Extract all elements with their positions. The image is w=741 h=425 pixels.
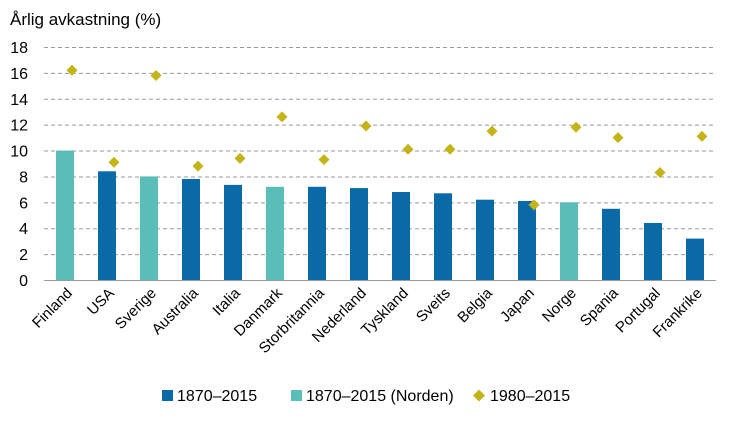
y-tick-label-0: 0 — [19, 273, 28, 290]
marker-nederland — [360, 120, 372, 132]
legend-swatch-1870-2015-norden — [291, 390, 302, 401]
bar-belgia — [476, 199, 494, 280]
marker-spania — [612, 132, 624, 144]
bar-japan — [518, 201, 536, 280]
marker-usa — [108, 156, 120, 168]
bars-1870-2015 — [56, 150, 704, 280]
bar-australia — [182, 179, 200, 280]
bar-danmark — [266, 186, 284, 280]
legend-label-1980-2015: 1980–2015 — [490, 388, 570, 405]
x-category-label-norge: Norge — [539, 285, 580, 326]
marker-belgia — [486, 125, 498, 137]
chart-title: Årlig avkastning (%) — [10, 10, 161, 29]
marker-sveits — [444, 143, 456, 155]
marker-tyskland — [402, 143, 414, 155]
legend: 1870–2015 1870–2015 (Norden) 1980–2015 — [162, 388, 570, 405]
bar-frankrike — [686, 238, 704, 280]
bar-italia — [224, 184, 242, 280]
markers-1980-2015 — [66, 64, 708, 211]
bar-spania — [602, 208, 620, 280]
x-category-label-japan: Japan — [497, 285, 538, 326]
bar-nederland — [350, 188, 368, 280]
y-tick-label-6: 6 — [19, 195, 28, 212]
marker-japan — [528, 199, 540, 211]
x-category-label-australia: Australia — [149, 284, 203, 338]
marker-finland — [66, 64, 78, 76]
legend-label-1870-2015: 1870–2015 — [177, 388, 257, 405]
y-tick-label-16: 16 — [10, 66, 28, 83]
x-category-label-usa: USA — [84, 285, 118, 319]
marker-italia — [234, 152, 246, 164]
bar-usa — [98, 171, 116, 280]
legend-marker-1980-2015 — [473, 389, 485, 402]
marker-australia — [192, 160, 204, 172]
marker-danmark — [276, 111, 288, 123]
bar-finland — [56, 150, 74, 280]
x-category-label-belgia: Belgia — [454, 284, 496, 326]
bar-storbritannia — [308, 186, 326, 280]
x-category-label-finland: Finland — [29, 285, 76, 332]
y-tick-label-2: 2 — [19, 247, 28, 264]
y-tick-label-12: 12 — [10, 118, 28, 135]
bar-tyskland — [392, 192, 410, 280]
bar-sverige — [140, 176, 158, 280]
bar-norge — [560, 202, 578, 280]
marker-portugal — [654, 167, 666, 179]
y-tick-label-14: 14 — [10, 92, 28, 109]
y-axis-ticks: 0 2 4 6 8 10 12 14 16 18 — [10, 40, 28, 290]
marker-storbritannia — [318, 154, 330, 166]
y-tick-label-4: 4 — [19, 221, 28, 238]
marker-sverige — [150, 69, 162, 81]
y-tick-label-18: 18 — [10, 40, 28, 57]
marker-frankrike — [696, 130, 708, 142]
x-category-label-sveits: Sveits — [413, 285, 454, 326]
legend-label-1870-2015-norden: 1870–2015 (Norden) — [306, 388, 454, 405]
legend-swatch-1870-2015 — [162, 390, 173, 401]
y-tick-label-10: 10 — [10, 144, 28, 161]
marker-norge — [570, 121, 582, 133]
x-category-label-italia: Italia — [209, 284, 244, 319]
bar-sveits — [434, 193, 452, 280]
y-tick-label-8: 8 — [19, 169, 28, 186]
x-category-label-tyskland: Tyskland — [358, 285, 412, 339]
bar-portugal — [644, 223, 662, 280]
